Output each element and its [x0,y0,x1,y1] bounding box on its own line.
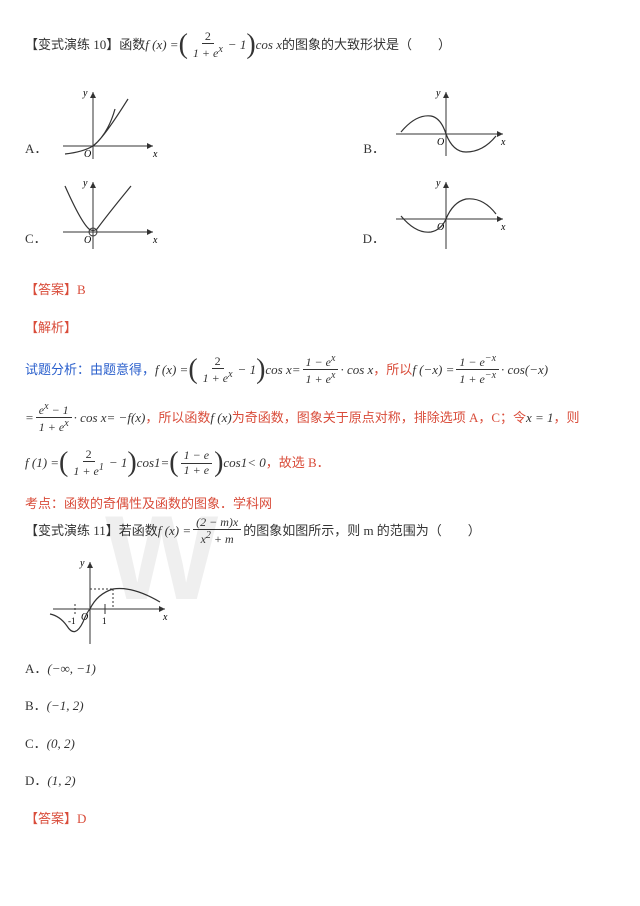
svg-text:y: y [435,178,441,189]
frac-den: 1 + ex [190,44,226,60]
svg-text:O: O [84,149,91,160]
svg-text:y: y [79,558,85,569]
graph-a: A． x y O [25,84,163,164]
q10-anal-3: f (1) = ( 2 1 + e1 − 1 ) cos1 = ( 1 − e … [25,448,615,478]
svg-text:O: O [437,137,444,148]
svg-text:y: y [82,178,88,189]
graph-c: C． x y O [25,174,163,254]
q10-answer: 【答案】B [25,278,615,301]
q10-anal-2: = ex − 1 1 + ex · cos x = −f(x) ，所以函数 f … [25,401,615,434]
graph-d: D． x y O [363,174,511,254]
graph-d-svg: x y O [391,174,511,254]
q11-opt-c: C．(0, 2) [25,732,615,755]
q10-suffix: 的图象的大致形状是（ ） [282,33,451,56]
q10-frac: 2 1 + ex [190,30,226,60]
graph-a-svg: x y O [53,84,163,164]
cosx: cos x [256,33,282,56]
q10-anal-label: 【解析】 [25,316,615,339]
svg-text:y: y [435,88,441,99]
q11-stem: 【变式演练 11】若函数 f (x) = (2 − m)x x2 + m 的图象… [25,516,615,546]
q11-graph: x y O 1 -1 [45,554,615,649]
graph-c-svg: x y O [53,174,163,254]
svg-text:x: x [162,612,168,623]
svg-text:x: x [500,137,506,148]
q11-opt-b: B．(−1, 2) [25,694,615,717]
q10-stem: 【变式演练 10】函数 f (x) = ( 2 1 + ex − 1 ) cos… [25,30,615,60]
q11-answer: 【答案】D [25,807,615,830]
q10-kaodian: 考点：函数的奇偶性及函数的图象．学科网 [25,492,615,515]
q11-opt-a: A．(−∞, −1) [25,657,615,680]
svg-text:x: x [152,235,158,246]
graph-b-svg: x y O [391,84,511,164]
graph-b: B． x y O [363,84,511,164]
q10-fx: f (x) = [145,33,178,56]
svg-text:O: O [84,235,91,246]
svg-text:x: x [500,222,506,233]
graph-row-ab: A． x y O B． x y O [25,84,615,164]
q10-anal-1: 试题分析：由题意得， f (x) = ( 2 1 + ex − 1 ) cos … [25,353,615,386]
q10-prefix: 【变式演练 10】函数 [25,33,145,56]
frac-num: 2 [202,30,214,44]
graph-row-cd: C． x y O D． x y O [25,174,615,254]
svg-text:y: y [82,88,88,99]
svg-text:1: 1 [102,616,107,626]
q11-opt-d: D．(1, 2) [25,769,615,792]
svg-text:x: x [152,149,158,160]
svg-text:-1: -1 [68,616,76,626]
minus1: − 1 [228,33,247,56]
